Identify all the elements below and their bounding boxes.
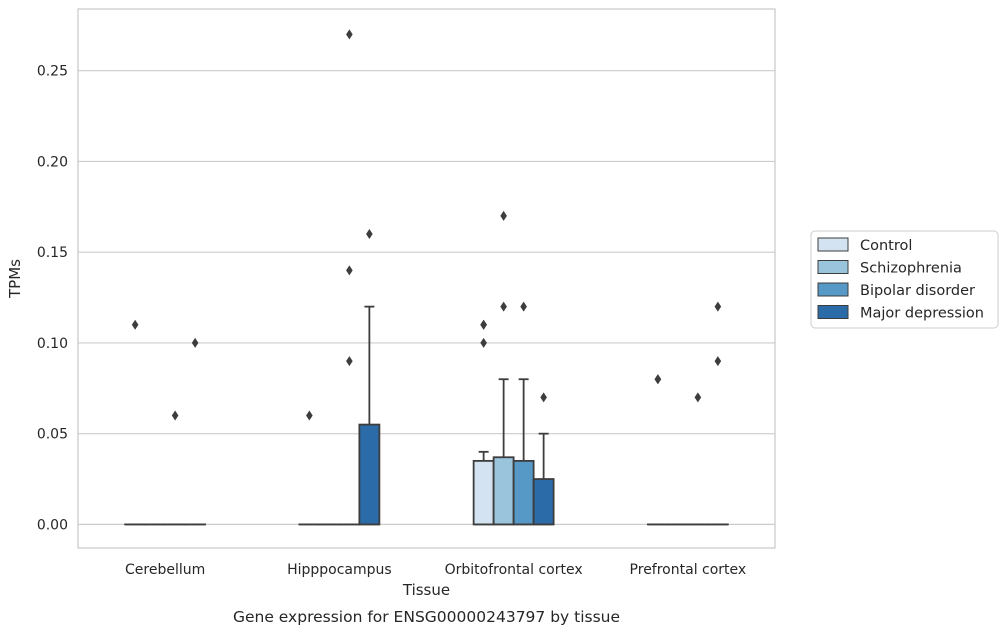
legend-swatch [817, 305, 849, 319]
legend-swatch [817, 260, 849, 274]
x-tick-label: Prefrontal cortex [630, 562, 747, 578]
legend-swatch [817, 237, 849, 252]
legend-frame [810, 230, 999, 329]
legend-label: Major depression [860, 306, 984, 322]
outlier-point [480, 337, 487, 348]
box-major-depression [358, 305, 381, 526]
box-body [358, 423, 381, 526]
y-tick-label: 0.10 [37, 336, 68, 352]
boxes [124, 305, 729, 526]
box-control [472, 450, 495, 526]
box-bipolar-disorder [512, 378, 535, 526]
box-body [512, 459, 535, 526]
outlier-point [500, 301, 507, 312]
legend-label: Control [860, 238, 912, 254]
plot-frame [77, 8, 776, 549]
x-tick-label: Hipppocampus [287, 562, 392, 578]
outlier-point [346, 29, 353, 40]
outlier-point [191, 337, 199, 348]
y-tick-label: 0.25 [37, 64, 68, 80]
x-tick-label: Orbitofrontal cortex [445, 562, 583, 578]
x-axis-title: Tissue [402, 581, 450, 599]
y-axis-title: TPMs [6, 259, 24, 299]
outlier-point [714, 301, 722, 312]
legend-swatch [817, 282, 849, 297]
box-body [532, 478, 555, 526]
x-tick-labels: Cerebellum Hipppocampus Orbitofrontal cort… [125, 562, 746, 578]
outlier-point [540, 392, 547, 403]
outlier-point [131, 319, 139, 330]
outlier-point [480, 319, 487, 330]
legend-label: Schizophrenia [860, 261, 962, 277]
legend: Control Schizophrenia Bipolar disorder Majo… [810, 230, 999, 329]
outlier-point [346, 265, 353, 276]
y-tick-label: 0.05 [37, 427, 68, 443]
legend-label: Bipolar disorder [860, 283, 975, 299]
outlier-point [654, 374, 662, 385]
box-body [492, 456, 515, 526]
box-major-depression [532, 432, 555, 526]
outlier-point [171, 410, 179, 421]
chart-caption: Gene expression for ENSG00000243797 by t… [233, 608, 620, 626]
outlier-point [366, 229, 373, 240]
outlier-point [346, 356, 353, 367]
box-body [472, 459, 495, 526]
y-tick-label: 0.00 [37, 517, 68, 533]
x-tick-label: Cerebellum [125, 562, 205, 578]
outlier-point [694, 392, 702, 403]
outlier-point [714, 356, 722, 367]
y-tick-labels: 0.00 0.05 0.10 0.15 0.20 0.25 [37, 64, 68, 534]
outlier-point [500, 210, 507, 221]
y-tick-label: 0.20 [37, 154, 68, 170]
outlier-points [131, 29, 722, 421]
outlier-point [306, 410, 313, 421]
outlier-point [520, 301, 527, 312]
y-tick-label: 0.15 [37, 245, 68, 261]
